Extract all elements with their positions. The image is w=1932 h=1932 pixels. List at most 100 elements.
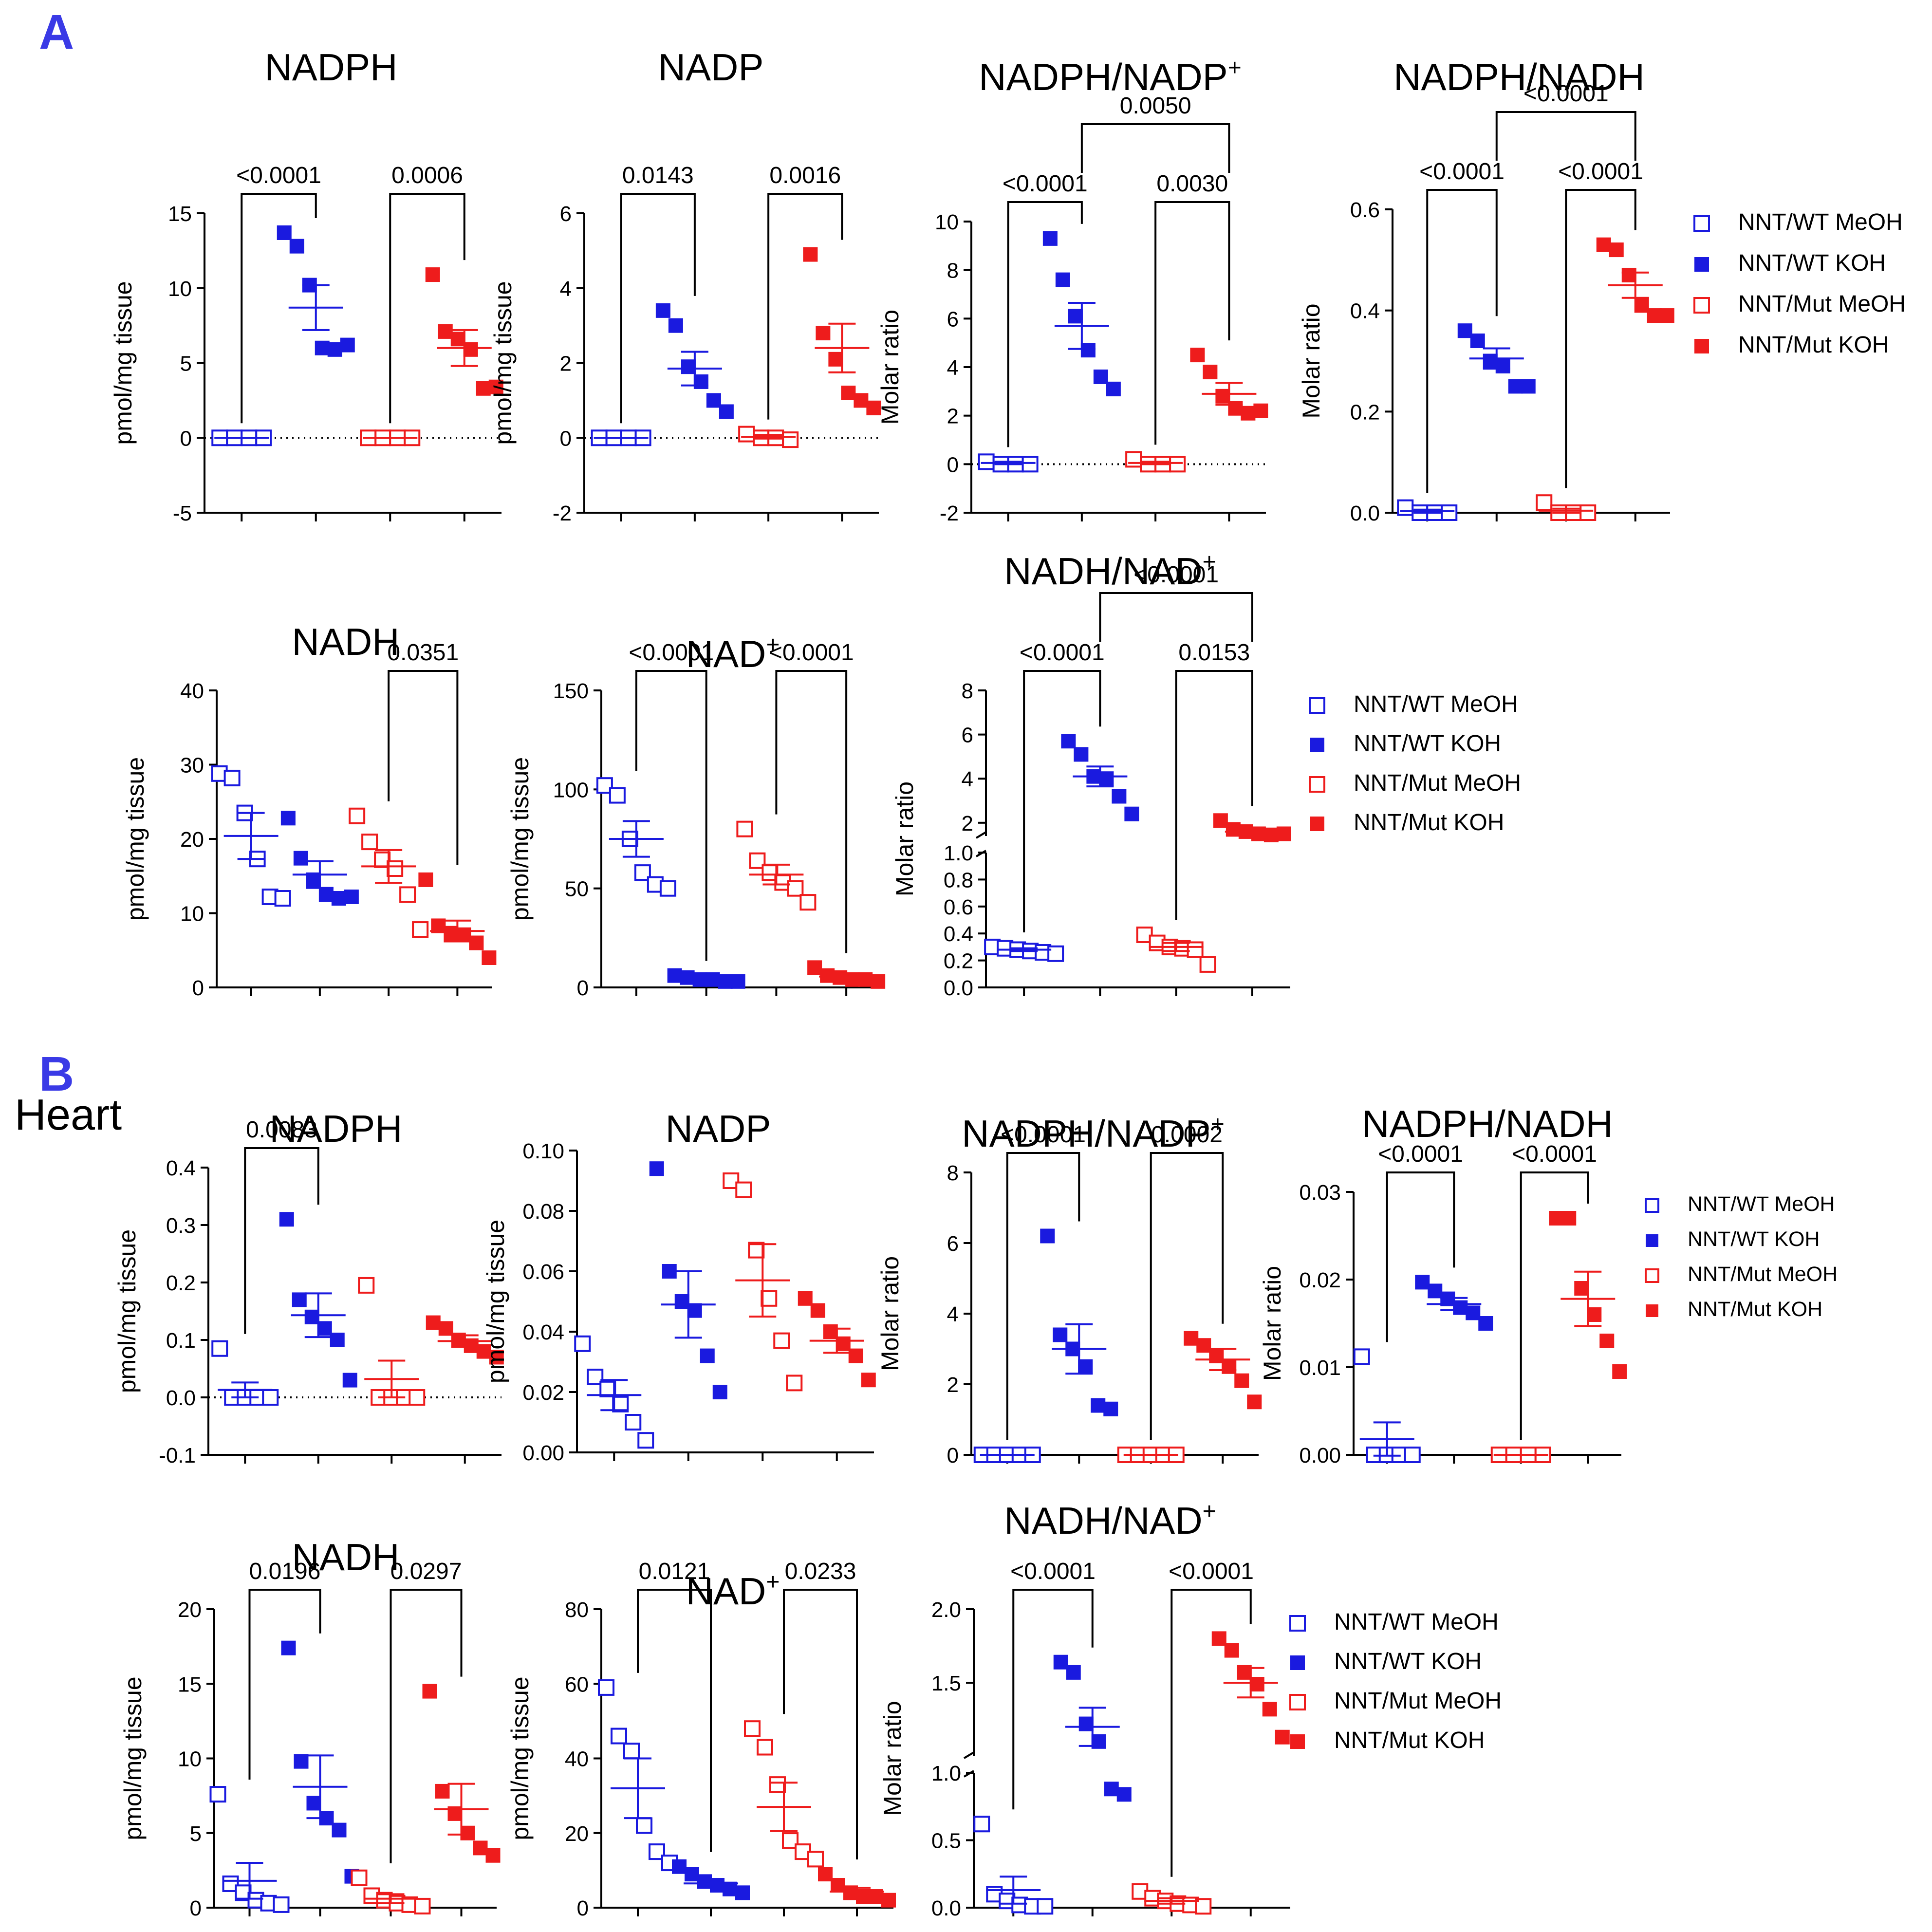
data-point [358,1277,375,1294]
y-tick-label: 0.04 [522,1320,564,1344]
y-tick-label: 40 [180,679,204,703]
data-point [1196,1338,1211,1353]
data-point [317,1321,332,1336]
data-point [1495,358,1510,373]
data-point [735,1885,750,1900]
data-point [799,894,817,911]
data-point [1609,242,1624,258]
data-point [807,1851,824,1868]
y-tick-label: 100 [553,778,589,802]
chart-title: NADH [292,620,399,663]
data-point [211,765,228,782]
data-point [1634,298,1649,313]
y-tick-label: 10 [935,210,959,234]
data-point [611,1728,627,1745]
legend-marker [1309,776,1325,793]
significance-bracket [635,670,707,961]
p-value-label: 0.0006 [391,163,463,188]
chart-title: NAD+ [686,632,780,675]
data-point [861,1373,876,1388]
legend-label: NNT/WT MeOH [1738,209,1903,235]
data-point [1078,1716,1094,1731]
data-point [485,1848,501,1863]
significance-bracket [241,193,317,424]
significance-bracket [1150,1152,1224,1440]
legend-B-top: NNT/WT MeOH NNT/WT KOH NNT/Mut MeOH NNT/Mut… [1645,1192,1838,1321]
chart-title: NADPH/NADP+ [979,55,1241,98]
y-tick-label: 0 [192,976,204,1000]
p-value-label: <0.0001 [1001,1122,1086,1148]
p-value-label: 0.0196 [249,1559,321,1584]
legend-label: NNT/Mut KOH [1738,332,1889,358]
legend-label: NNT/WT MeOH [1354,691,1518,717]
data-point [1241,406,1256,421]
y-tick-label: 0.0 [1350,502,1380,525]
data-point [1612,1364,1627,1379]
data-point [1508,379,1523,394]
significance-bracket [1170,1589,1252,1877]
legend-label: NNT/WT KOH [1738,250,1886,276]
y-tick-label: 0.0 [931,1896,961,1920]
significance-bracket [1520,1171,1589,1440]
data-point [399,886,416,903]
legend-label: NNT/WT KOH [1334,1649,1482,1674]
y-tick-label: 4 [560,277,572,301]
legend-B-bottom: NNT/WT MeOH NNT/WT KOH NNT/Mut MeOH NNT/Mut… [1289,1609,1502,1753]
y-tick-label: 10 [178,1747,202,1771]
panel-label-b: B [39,1047,74,1101]
y-tick-label: -0.1 [159,1444,196,1468]
y-tick-label: 0.00 [1299,1444,1341,1468]
data-point [1125,451,1142,468]
data-point [327,342,342,357]
data-point [712,1385,727,1399]
y-tick-label: 5 [180,352,192,376]
data-point [340,337,355,353]
title-superscript: + [766,1569,780,1595]
data-point [387,860,404,877]
data-point [810,1303,825,1318]
y-tick-label: 1.0 [931,1762,961,1785]
data-point [782,1832,799,1849]
data-point [414,1897,431,1914]
chart-title: NADH/NAD+ [1004,549,1216,593]
chart-title: NAD+ [686,1569,780,1613]
data-point [304,1309,319,1324]
significance-bracket [389,193,465,424]
data-point [636,1817,652,1834]
data-point [1080,343,1096,358]
y-tick-label: 30 [180,754,204,778]
significance-bracket [1023,670,1101,932]
p-value-label: <0.0001 [236,163,321,188]
data-point [1103,1401,1118,1416]
data-point [315,340,330,355]
y-tick-label: 2.0 [931,1598,961,1622]
data-point [1404,1447,1421,1463]
y-tick-label: -2 [553,502,572,525]
y-axis-label: pmol/mg tissue [110,281,137,445]
data-point [1211,1631,1226,1646]
chart-title: NADPH/NADH [1362,1102,1613,1145]
data-point [1596,237,1611,252]
data-point [803,247,818,262]
y-tick-label: 0 [180,427,192,450]
data-point [700,1348,715,1363]
legend-label: NNT/Mut KOH [1688,1298,1822,1321]
data-point [672,1859,687,1874]
data-point [773,1332,790,1349]
significance-bracket [388,670,459,865]
chart-title: NADPH/NADH [1393,56,1645,98]
p-value-label: <0.0001 [1558,159,1643,185]
y-tick-label: 0.03 [1299,1181,1341,1205]
data-point [710,1878,724,1893]
y-tick-label: 6 [947,1232,959,1256]
significance-bracket [1099,592,1253,642]
data-point [1190,348,1205,363]
legend-marker [1693,215,1710,232]
legend-marker [1645,1268,1659,1283]
legend-label: NNT/WT KOH [1354,731,1501,757]
significance-bracket [1495,111,1636,161]
data-point [1579,504,1597,521]
data-point [1478,1316,1493,1331]
chart-b-nadp: 0.00 0.02 0.04 0.06 0.08 0.10 pmol/mg tissue NA… [482,1107,876,1465]
